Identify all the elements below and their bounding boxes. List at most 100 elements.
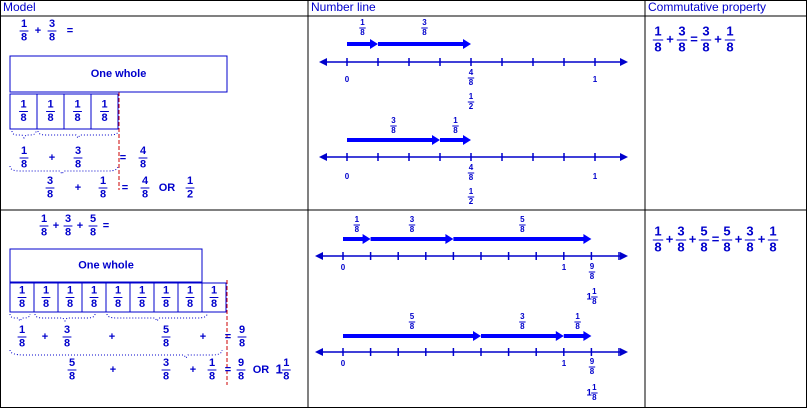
- numerator: 5: [163, 324, 169, 336]
- numerator: 5: [410, 312, 415, 321]
- denominator: 8: [67, 298, 73, 310]
- numerator: 1: [769, 223, 776, 238]
- denominator: 8: [41, 227, 47, 239]
- denominator: 8: [575, 322, 580, 331]
- numerator: 1: [101, 99, 107, 111]
- brace: [9, 313, 208, 322]
- denominator: 8: [592, 297, 597, 306]
- numerator: 5: [69, 357, 75, 369]
- denominator: 8: [64, 338, 70, 350]
- arrow-head: [463, 135, 471, 145]
- symbol: +: [49, 152, 55, 164]
- symbol: =: [225, 364, 231, 376]
- numerator: 9: [590, 357, 595, 366]
- denominator: 8: [520, 322, 525, 331]
- numerator: 3: [702, 23, 709, 38]
- denominator: 8: [654, 239, 661, 254]
- denominator: 8: [469, 78, 474, 87]
- whole-number: 1: [275, 361, 282, 376]
- arrow-head: [319, 153, 327, 161]
- numerator: 1: [21, 145, 27, 157]
- denominator: 8: [410, 225, 415, 234]
- symbol: +: [75, 182, 81, 194]
- arrow-head: [463, 39, 471, 49]
- brace: [9, 349, 223, 359]
- symbol: 1: [562, 359, 567, 368]
- symbol: =: [67, 25, 73, 37]
- symbol: +: [77, 220, 83, 232]
- denominator: 8: [74, 112, 80, 124]
- numerator: 4: [469, 163, 474, 172]
- arrow-head: [315, 252, 323, 260]
- denominator: 2: [469, 102, 474, 111]
- numerator: 1: [592, 287, 597, 296]
- arrow-head: [620, 252, 628, 260]
- symbol: +: [714, 31, 722, 46]
- symbol: =: [103, 220, 109, 232]
- numerator: 3: [391, 116, 396, 125]
- denominator: 8: [140, 159, 146, 171]
- denominator: 8: [520, 225, 525, 234]
- arrow-head: [473, 331, 481, 341]
- part-cell: [90, 93, 119, 130]
- numerator: 3: [49, 18, 55, 30]
- whole-label: One whole: [91, 68, 147, 80]
- numerator: 1: [453, 116, 458, 125]
- arrow-head: [620, 348, 628, 356]
- numerator: 3: [75, 145, 81, 157]
- arrow-head: [319, 58, 327, 66]
- numerator: 1: [360, 18, 365, 27]
- numerator: 1: [74, 99, 80, 111]
- part-cell: [201, 282, 227, 313]
- symbol: 1: [593, 75, 598, 84]
- denominator: 8: [769, 239, 776, 254]
- arrow-head: [445, 234, 454, 244]
- numerator: 1: [20, 99, 26, 111]
- symbol: =: [225, 331, 231, 343]
- numerator: 1: [187, 175, 193, 187]
- denominator: 8: [283, 371, 289, 383]
- denominator: 8: [726, 39, 733, 54]
- denominator: 8: [700, 239, 707, 254]
- symbol: =: [690, 31, 698, 46]
- numerator: 1: [41, 213, 47, 225]
- whole-bar: [9, 248, 203, 283]
- denominator: 8: [678, 39, 685, 54]
- numerator: 1: [355, 215, 360, 224]
- denominator: 8: [20, 112, 26, 124]
- denominator: 2: [187, 189, 193, 201]
- denominator: 8: [21, 159, 27, 171]
- symbol: +: [689, 231, 697, 246]
- denominator: 8: [422, 28, 427, 37]
- symbol: +: [758, 231, 766, 246]
- numerator: 3: [410, 215, 415, 224]
- numerator: 4: [140, 145, 147, 157]
- numerator: 1: [67, 285, 73, 297]
- symbol: +: [666, 231, 674, 246]
- arrow-head: [555, 331, 564, 341]
- column-header: Number line: [311, 0, 376, 14]
- numerator: 9: [590, 262, 595, 271]
- arrow-head: [362, 234, 371, 244]
- symbol: +: [53, 220, 59, 232]
- symbol: 0: [341, 359, 346, 368]
- numerator: 1: [209, 357, 215, 369]
- numerator: 1: [726, 23, 733, 38]
- numerator: 1: [575, 312, 580, 321]
- denominator: 8: [211, 298, 217, 310]
- denominator: 8: [209, 371, 215, 383]
- denominator: 8: [19, 298, 25, 310]
- denominator: 8: [590, 272, 595, 281]
- symbol: =: [122, 182, 128, 194]
- denominator: 8: [239, 338, 245, 350]
- brace: [9, 165, 119, 175]
- whole-number: 1: [587, 388, 593, 399]
- numerator: 1: [654, 223, 661, 238]
- denominator: 8: [238, 371, 244, 383]
- numerator: 1: [115, 285, 121, 297]
- symbol: 0: [345, 75, 350, 84]
- denominator: 8: [702, 39, 709, 54]
- symbol: +: [35, 25, 41, 37]
